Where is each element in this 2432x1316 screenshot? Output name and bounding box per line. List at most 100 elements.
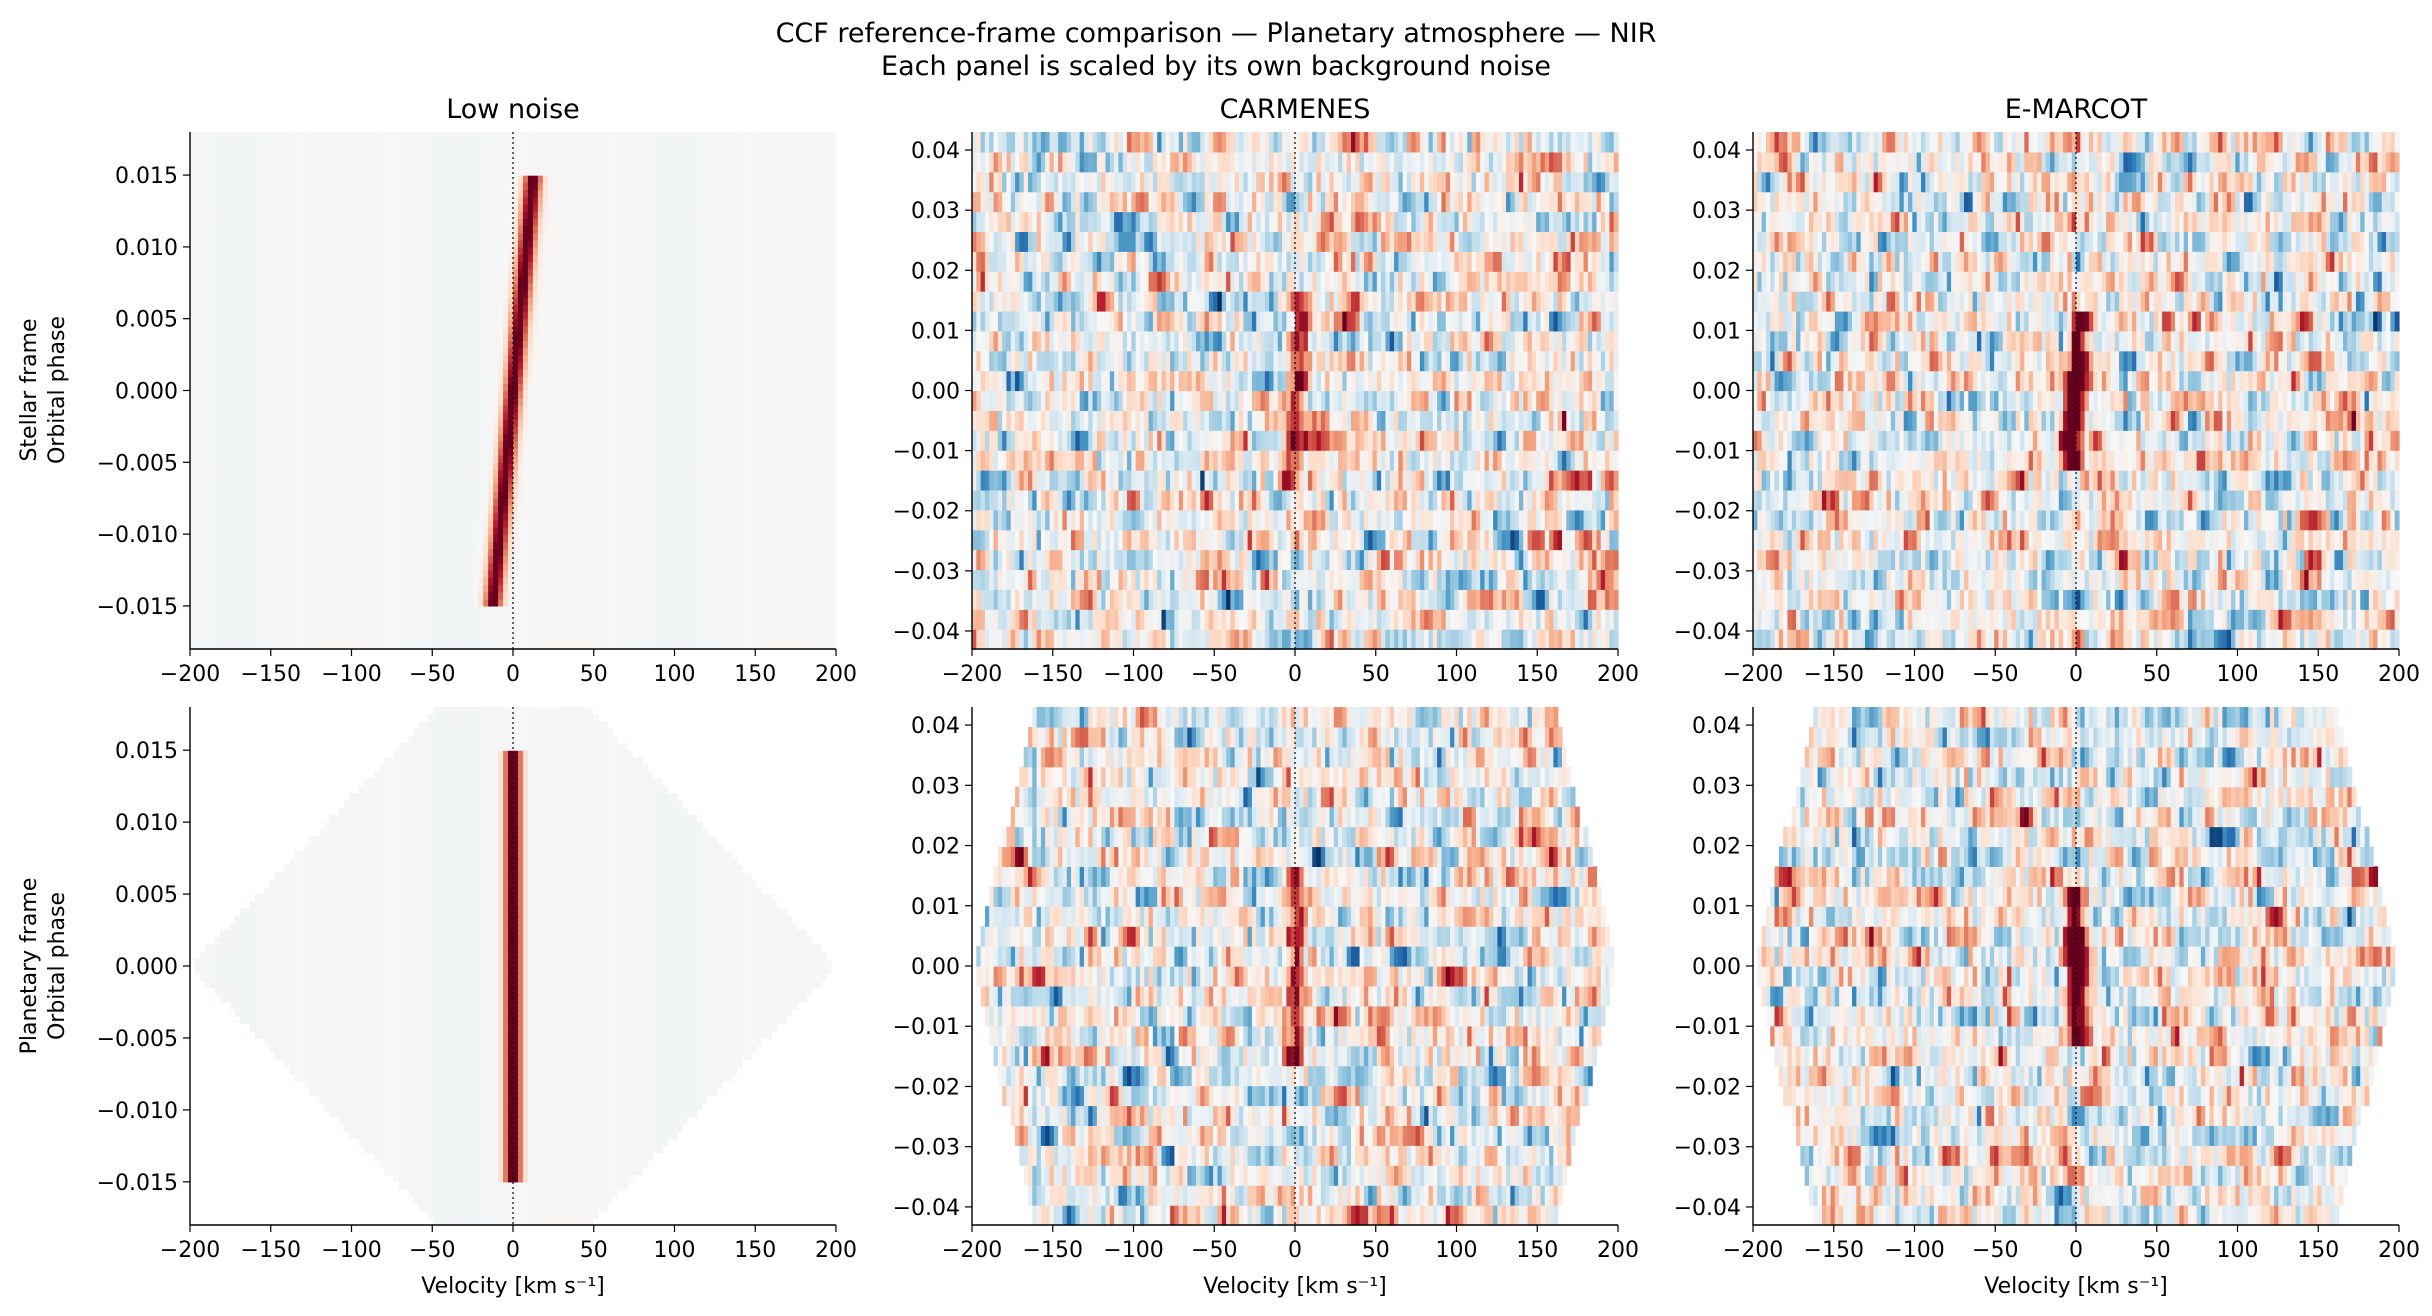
heatmap-cell <box>686 512 693 521</box>
heatmap-cell <box>622 462 628 471</box>
heatmap-cell <box>672 605 678 614</box>
heatmap-cell <box>388 577 395 585</box>
heatmap-cell <box>428 383 435 392</box>
heatmap-cell <box>632 505 638 514</box>
heatmap-cell <box>299 447 305 456</box>
heatmap-cell <box>766 476 772 485</box>
heatmap-cell <box>716 383 723 392</box>
heatmap-cell <box>224 584 231 593</box>
heatmap-cell <box>488 390 494 399</box>
heatmap-cell <box>771 584 777 593</box>
heatmap-cell <box>552 455 559 463</box>
heatmap-cell <box>627 469 633 478</box>
heatmap-cell <box>771 562 777 571</box>
heatmap-cell <box>691 469 698 478</box>
heatmap-cell <box>344 512 350 521</box>
heatmap-cell <box>691 455 698 463</box>
heatmap-cell <box>522 433 529 442</box>
heatmap-cell <box>766 455 772 463</box>
heatmap-cell <box>577 433 584 442</box>
heatmap-cell <box>647 376 653 384</box>
heatmap-cell <box>572 426 579 435</box>
heatmap-cell <box>527 447 534 456</box>
heatmap-cell <box>587 440 594 449</box>
heatmap-cell <box>776 447 782 456</box>
heatmap-cell <box>398 541 405 550</box>
heatmap-cell <box>786 376 792 384</box>
heatmap-cell <box>503 570 509 578</box>
heatmap-cell <box>334 455 340 463</box>
heatmap-cell <box>617 404 623 413</box>
heatmap-cell <box>274 541 281 550</box>
heatmap-cell <box>353 584 360 593</box>
heatmap-cell <box>746 491 753 499</box>
heatmap-cell <box>776 534 782 542</box>
heatmap-cell <box>194 577 201 585</box>
heatmap-cell <box>358 390 365 399</box>
heatmap-cell <box>562 455 569 463</box>
heatmap-cell <box>602 534 609 542</box>
heatmap-cell <box>587 383 594 392</box>
heatmap-cell <box>493 519 499 528</box>
heatmap-cell <box>791 498 797 506</box>
heatmap-cell <box>627 412 633 420</box>
heatmap-cell <box>513 548 519 557</box>
heatmap-cell <box>647 440 653 449</box>
heatmap-cell <box>701 447 708 456</box>
heatmap-cell <box>676 383 683 392</box>
heatmap-cell <box>264 440 271 449</box>
heatmap-cell <box>577 483 584 492</box>
heatmap-cell <box>344 483 350 492</box>
heatmap-cell <box>249 404 256 413</box>
heatmap-cell <box>453 455 459 463</box>
heatmap-cell <box>816 505 822 514</box>
heatmap-cell <box>676 526 683 535</box>
heatmap-cell <box>249 483 256 492</box>
heatmap-cell <box>274 390 281 399</box>
heatmap-cell <box>532 613 539 621</box>
heatmap-cell <box>642 433 648 442</box>
heatmap-cell <box>831 419 837 427</box>
heatmap-cell <box>443 605 449 614</box>
heatmap-cell <box>458 598 464 607</box>
heatmap-cell <box>443 433 449 442</box>
heatmap-cell <box>552 440 559 449</box>
heatmap-cell <box>284 570 290 578</box>
heatmap-cell <box>190 605 196 614</box>
heatmap-cell <box>517 404 524 413</box>
heatmap-cell <box>304 591 310 600</box>
heatmap-cell <box>513 376 519 384</box>
heatmap-cell <box>478 505 484 514</box>
heatmap-cell <box>373 491 380 499</box>
heatmap-cell <box>284 426 290 435</box>
heatmap-cell <box>358 491 365 499</box>
heatmap-cell <box>468 469 474 478</box>
heatmap-cell <box>542 447 549 456</box>
heatmap-cell <box>314 433 320 442</box>
heatmap-cell <box>592 620 599 629</box>
heatmap-cell <box>761 426 768 435</box>
heatmap-cell <box>508 562 514 571</box>
heatmap-cell <box>736 447 743 456</box>
heatmap-cell <box>214 627 221 636</box>
heatmap-cell <box>373 541 380 550</box>
heatmap-cell <box>627 383 633 392</box>
heatmap-cell <box>826 620 832 629</box>
heatmap-cell <box>339 455 345 463</box>
heatmap-cell <box>607 577 613 585</box>
heatmap-cell <box>811 376 817 384</box>
heatmap-cell <box>324 534 330 542</box>
heatmap-cell <box>667 440 673 449</box>
heatmap-cell <box>249 605 256 614</box>
heatmap-cell <box>607 605 613 614</box>
heatmap-cell <box>508 548 514 557</box>
heatmap-cell <box>214 455 221 463</box>
heatmap-cell <box>299 376 305 384</box>
heatmap-cell <box>716 634 723 643</box>
heatmap-cell <box>299 512 305 521</box>
heatmap-cell <box>652 641 658 650</box>
heatmap-cell <box>701 584 708 593</box>
heatmap-cell <box>751 627 758 636</box>
heatmap-cell <box>686 433 693 442</box>
heatmap-cell <box>622 534 628 542</box>
